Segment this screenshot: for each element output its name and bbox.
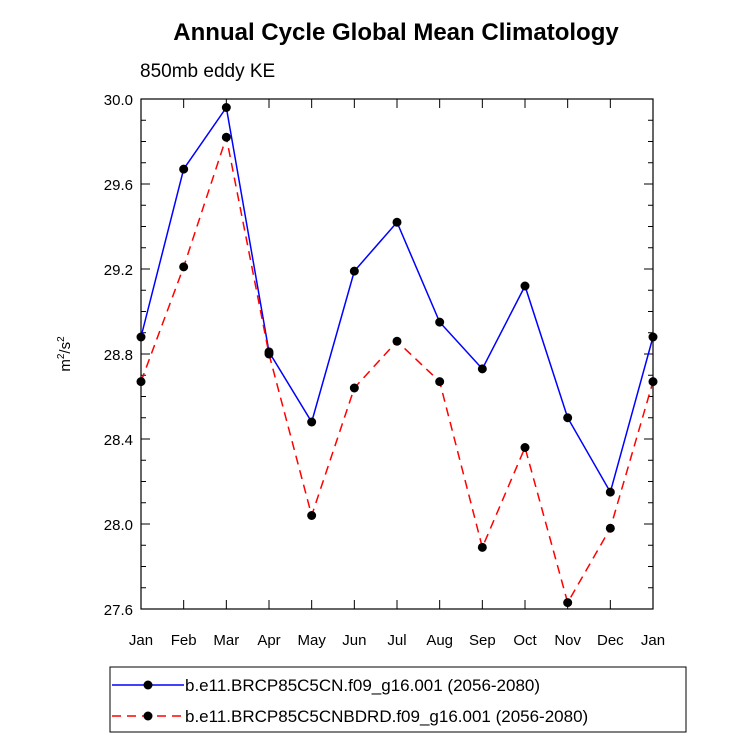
x-tick-label: May — [297, 632, 326, 649]
series-1-point — [349, 266, 359, 276]
x-tick-label: Jul — [387, 632, 406, 649]
x-tick-label: Dec — [597, 632, 624, 649]
series-1-point — [136, 332, 146, 342]
series-2-point — [563, 598, 573, 608]
plot-frame — [140, 98, 654, 610]
series-2-point — [136, 377, 146, 387]
series-1-point — [392, 217, 402, 227]
chart-title: Annual Cycle Global Mean Climatology — [173, 19, 619, 46]
legend-entry-2: b.e11.BRCP85C5CNBDRD.f09_g16.001 (2056-2… — [112, 707, 588, 726]
series-2-point — [520, 443, 530, 452]
y-tick-label: 27.6 — [104, 602, 133, 619]
series-1-point — [563, 413, 573, 423]
legend-marker-2 — [143, 711, 153, 721]
series-layer — [136, 103, 658, 608]
series-2-point — [605, 523, 615, 533]
series-2-point — [264, 349, 274, 359]
series-2-point — [648, 377, 658, 387]
y-axis: 27.6 28.0 28.4 28.8 29.2 29.6 30.0 — [104, 92, 653, 619]
y-tick-label: 30.0 — [104, 92, 133, 109]
y-tick-label: 29.2 — [104, 262, 133, 279]
x-tick-label: Apr — [257, 632, 280, 649]
series-2-point — [179, 262, 189, 272]
y-tick-label: 28.8 — [104, 347, 133, 364]
y-tick-label: 28.4 — [104, 432, 133, 449]
x-tick-label: Oct — [513, 632, 537, 649]
x-tick-label: Jan — [641, 632, 665, 649]
series-1-point — [221, 103, 231, 112]
x-tick-label: Feb — [171, 632, 197, 649]
x-tick-label: Mar — [213, 632, 239, 649]
series-1-point — [307, 417, 317, 427]
x-tick-label: Nov — [554, 632, 581, 649]
series-1-point — [435, 317, 445, 327]
series-2-point — [477, 542, 487, 552]
series-1-point — [648, 332, 658, 342]
legend-box — [109, 666, 687, 733]
series-2-point — [221, 132, 231, 142]
legend-label-2: b.e11.BRCP85C5CNBDRD.f09_g16.001 (2056-2… — [185, 707, 588, 726]
legend-marker-1 — [143, 680, 153, 690]
x-tick-label: Aug — [426, 632, 453, 649]
series-2-point — [435, 377, 445, 387]
series-2-point — [349, 383, 359, 393]
series-1-point — [605, 487, 615, 497]
series-1-point — [179, 164, 189, 174]
x-tick-label: Jun — [342, 632, 366, 649]
series-2-point — [392, 336, 402, 346]
y-axis-label: m2/s2 — [56, 336, 74, 372]
series-1-point — [477, 364, 487, 374]
y-tick-label: 29.6 — [104, 177, 133, 194]
x-axis: Jan Feb Mar Apr May Jun Jul Aug Sep Oct Nov Dec Jan — [129, 99, 665, 649]
x-tick-label: Jan — [129, 632, 153, 649]
legend-entry-1: b.e11.BRCP85C5CN.f09_g16.001 (2056-2080) — [112, 676, 540, 695]
chart-subtitle: 850mb eddy KE — [140, 61, 275, 82]
series-1-point — [520, 281, 530, 291]
series-2-point — [307, 511, 317, 520]
x-tick-label: Sep — [469, 632, 496, 649]
series-line-2 — [140, 134, 654, 605]
y-tick-label: 28.0 — [104, 517, 133, 534]
legend-label-1: b.e11.BRCP85C5CN.f09_g16.001 (2056-2080) — [185, 676, 540, 695]
